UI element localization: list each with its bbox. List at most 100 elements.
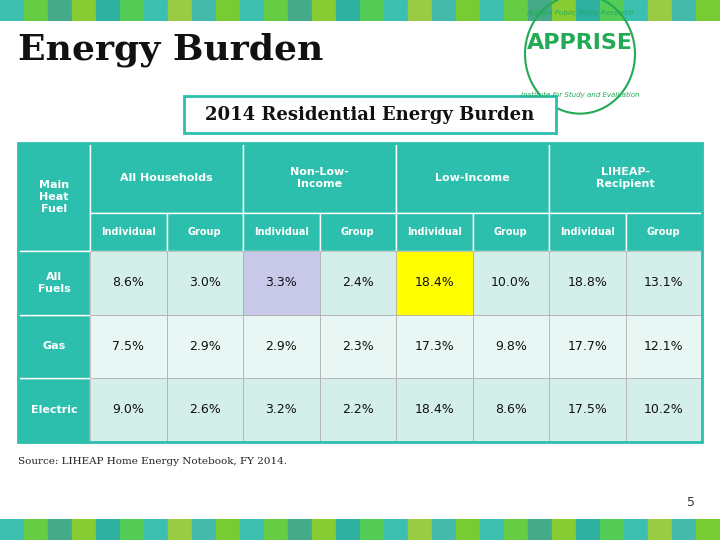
Bar [549, 213, 626, 251]
Bar [320, 213, 396, 251]
Text: 18.4%: 18.4% [415, 276, 454, 289]
Bar [90, 213, 166, 251]
Bar [48, 0, 72, 21]
Text: 9.8%: 9.8% [495, 340, 527, 353]
Bar [626, 378, 702, 442]
Bar [312, 519, 336, 540]
Text: 10.2%: 10.2% [644, 403, 683, 416]
Bar [528, 0, 552, 21]
Bar [18, 378, 90, 442]
Text: Individual: Individual [254, 227, 309, 237]
Bar [24, 519, 48, 540]
Text: Group: Group [188, 227, 222, 237]
Text: 2.4%: 2.4% [342, 276, 374, 289]
Text: Group: Group [494, 227, 528, 237]
Bar [216, 0, 240, 21]
Bar [552, 519, 576, 540]
Bar [18, 143, 702, 442]
Bar [243, 213, 320, 251]
Text: 13.1%: 13.1% [644, 276, 683, 289]
Bar [336, 0, 360, 21]
Bar [504, 0, 528, 21]
Bar [166, 315, 243, 378]
Text: Individual: Individual [407, 227, 462, 237]
Bar [320, 251, 396, 315]
Text: Institute for Study and Evaluation: Institute for Study and Evaluation [521, 92, 639, 98]
Text: 18.4%: 18.4% [415, 403, 454, 416]
Bar [624, 519, 648, 540]
Bar [626, 315, 702, 378]
Bar [90, 143, 243, 213]
Bar [288, 519, 312, 540]
Text: Low-Income: Low-Income [435, 173, 510, 183]
Bar [243, 251, 320, 315]
Text: 2014 Residential Energy Burden: 2014 Residential Energy Burden [205, 106, 535, 124]
FancyBboxPatch shape [184, 96, 556, 133]
Text: Individual: Individual [560, 227, 615, 237]
Bar [432, 519, 456, 540]
Bar [624, 0, 648, 21]
Text: APPRISE: APPRISE [527, 33, 633, 53]
Text: 2.9%: 2.9% [189, 340, 220, 353]
Text: Energy Burden: Energy Burden [18, 32, 323, 67]
Bar [90, 315, 166, 378]
Bar [166, 251, 243, 315]
Text: 2.6%: 2.6% [189, 403, 220, 416]
Bar [240, 0, 264, 21]
Text: 2.3%: 2.3% [342, 340, 374, 353]
Bar [312, 0, 336, 21]
Text: 17.3%: 17.3% [415, 340, 454, 353]
Bar [696, 0, 720, 21]
Bar [472, 251, 549, 315]
Bar [384, 519, 408, 540]
Bar [396, 251, 472, 315]
Bar [472, 213, 549, 251]
Bar [472, 378, 549, 442]
Bar [264, 519, 288, 540]
Text: Electric: Electric [31, 405, 77, 415]
Bar [432, 0, 456, 21]
Text: 18.8%: 18.8% [567, 276, 607, 289]
Bar [360, 519, 384, 540]
Bar [549, 143, 702, 213]
Bar [166, 378, 243, 442]
Text: 12.1%: 12.1% [644, 340, 683, 353]
Bar [528, 519, 552, 540]
Bar [264, 0, 288, 21]
Bar [90, 378, 166, 442]
Bar [72, 519, 96, 540]
Bar [626, 213, 702, 251]
Bar [504, 519, 528, 540]
Bar [192, 0, 216, 21]
Bar [192, 519, 216, 540]
Bar [549, 315, 626, 378]
Text: Group: Group [341, 227, 374, 237]
Text: 8.6%: 8.6% [112, 276, 144, 289]
Bar [480, 0, 504, 21]
Text: Group: Group [647, 227, 680, 237]
Bar [396, 315, 472, 378]
Bar [96, 0, 120, 21]
Bar [288, 0, 312, 21]
Text: 5: 5 [687, 496, 695, 509]
Bar [408, 0, 432, 21]
Bar [18, 143, 90, 251]
Bar [168, 519, 192, 540]
Bar [600, 519, 624, 540]
Bar [576, 0, 600, 21]
Bar [96, 519, 120, 540]
Bar [0, 519, 24, 540]
Bar [72, 0, 96, 21]
Text: Non-Low-
Income: Non-Low- Income [290, 167, 349, 189]
Bar [396, 378, 472, 442]
Bar [320, 378, 396, 442]
Text: 3.2%: 3.2% [266, 403, 297, 416]
Text: 3.3%: 3.3% [266, 276, 297, 289]
Bar [408, 519, 432, 540]
Text: 7.5%: 7.5% [112, 340, 144, 353]
Text: 9.0%: 9.0% [112, 403, 144, 416]
Bar [18, 251, 90, 315]
Text: 17.7%: 17.7% [567, 340, 607, 353]
Bar [0, 0, 24, 21]
Bar [480, 519, 504, 540]
